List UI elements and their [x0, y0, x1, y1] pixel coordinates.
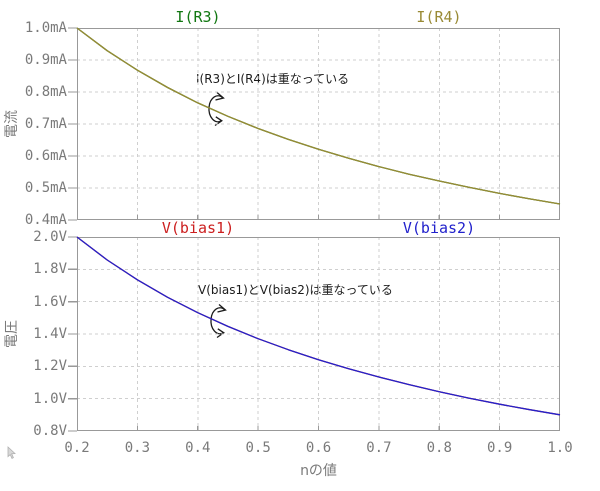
y-tick-label: 1.0V [33, 390, 67, 407]
y-tick-label: 0.5mA [24, 180, 67, 196]
y-tick-label: 0.8V [33, 423, 67, 439]
x-tick-label: 0.4 [185, 440, 211, 456]
x-tick-label: 0.6 [305, 440, 332, 456]
annotation-current-overlap: I(R3)とI(R4)は重なっている [196, 72, 350, 86]
x-tick-label: 0.9 [486, 440, 513, 456]
y-tick-label: 0.8mA [24, 84, 67, 100]
x-axis-label: nの値 [300, 463, 337, 479]
trace-V(bias2) [76, 236, 561, 416]
voltage-plot [68, 236, 561, 432]
legend-vbias2: V(bias2) [402, 219, 476, 237]
x-tick-label: 0.3 [124, 440, 151, 456]
x-tick-label: 1.0 [547, 440, 573, 456]
current-plot [68, 27, 561, 221]
trace-I(R4) [76, 27, 561, 205]
x-tick-label: 0.7 [366, 440, 392, 456]
y-tick-label: 0.7mA [24, 116, 67, 132]
annotation-voltage-overlap: V(bias1)とV(bias2)は重なっている [198, 283, 393, 297]
y-tick-label: 0.6mA [24, 148, 67, 164]
y-tick-label: 1.4V [33, 326, 67, 342]
y-tick-label: 0.4mA [24, 212, 67, 228]
y-tick-label: 1.6V [33, 293, 67, 310]
y-tick-label: 1.2V [33, 358, 67, 375]
y-tick-label: 0.9mA [24, 52, 67, 68]
x-tick-label: 0.2 [64, 440, 90, 456]
x-tick-label: 0.5 [245, 440, 271, 456]
x-tick-label: 0.8 [426, 440, 452, 456]
y-tick-label: 1.0mA [24, 20, 67, 36]
y-tick-label: 1.8V [33, 261, 67, 278]
legend-ir3: I(R3) [175, 8, 221, 26]
legend-ir4: I(R4) [416, 8, 462, 26]
legend-vbias1: V(bias1) [161, 219, 235, 237]
y-tick-label: 2.0V [33, 229, 67, 245]
mouse-cursor-icon [7, 446, 16, 459]
